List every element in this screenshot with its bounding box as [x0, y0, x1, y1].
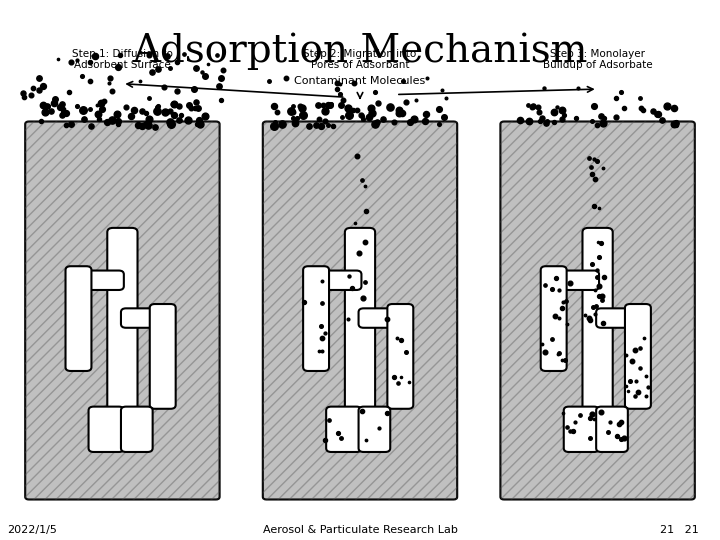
FancyBboxPatch shape: [303, 266, 329, 371]
FancyBboxPatch shape: [71, 271, 124, 290]
FancyBboxPatch shape: [66, 266, 91, 371]
Text: Step 1: Diffusion to
Adsorbent Surface: Step 1: Diffusion to Adsorbent Surface: [72, 49, 173, 70]
Text: Aerosol & Particulate Research Lab: Aerosol & Particulate Research Lab: [263, 524, 457, 535]
FancyBboxPatch shape: [596, 308, 649, 328]
FancyBboxPatch shape: [89, 407, 124, 452]
FancyBboxPatch shape: [546, 271, 599, 290]
FancyBboxPatch shape: [263, 122, 457, 500]
FancyBboxPatch shape: [150, 304, 176, 409]
Text: Adsorption Mechanism: Adsorption Mechanism: [132, 32, 588, 70]
Text: 21   21: 21 21: [660, 524, 698, 535]
FancyBboxPatch shape: [564, 407, 599, 452]
FancyBboxPatch shape: [359, 308, 412, 328]
FancyBboxPatch shape: [25, 122, 220, 500]
FancyBboxPatch shape: [625, 304, 651, 409]
FancyBboxPatch shape: [541, 266, 567, 371]
FancyBboxPatch shape: [107, 228, 138, 426]
FancyBboxPatch shape: [326, 407, 361, 452]
FancyBboxPatch shape: [596, 407, 628, 452]
FancyBboxPatch shape: [308, 271, 361, 290]
FancyBboxPatch shape: [582, 228, 613, 426]
Text: Contaminant Molecules: Contaminant Molecules: [294, 76, 426, 86]
FancyBboxPatch shape: [387, 304, 413, 409]
FancyBboxPatch shape: [345, 228, 375, 426]
Text: Step 3: Monolayer
Buildup of Adsorbate: Step 3: Monolayer Buildup of Adsorbate: [543, 49, 652, 70]
FancyBboxPatch shape: [500, 122, 695, 500]
Text: 2022/1/5: 2022/1/5: [7, 524, 57, 535]
Text: Step 2: Migration into
Pores of Adsorbant: Step 2: Migration into Pores of Adsorban…: [303, 49, 417, 70]
FancyBboxPatch shape: [121, 308, 174, 328]
FancyBboxPatch shape: [359, 407, 390, 452]
FancyBboxPatch shape: [121, 407, 153, 452]
